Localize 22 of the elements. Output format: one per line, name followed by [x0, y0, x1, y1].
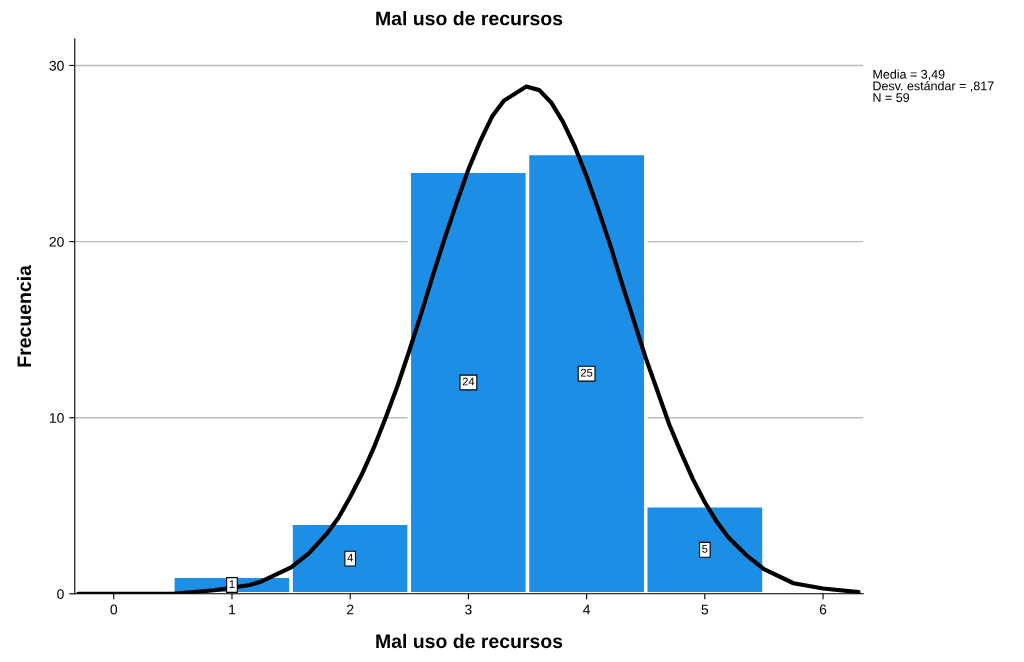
y-tick-label: 10: [49, 413, 64, 423]
x-tick-label: 0: [110, 604, 118, 615]
x-tick-label: 5: [701, 604, 709, 615]
y-axis-title: Frecuencia: [16, 264, 32, 367]
data-label: 24: [462, 377, 475, 386]
y-tick-label: 20: [49, 236, 64, 247]
y-tick-label: 30: [49, 60, 64, 71]
data-label: 4: [347, 553, 353, 562]
chart-title: Mal uso de recursos: [376, 11, 563, 26]
text: Desv. estándar = ,817: [873, 81, 994, 92]
data-label: 5: [702, 545, 708, 553]
text: Media = 3,49: [873, 69, 945, 81]
x-tick-label: 4: [583, 604, 591, 615]
x-tick-label: 3: [465, 604, 472, 615]
data-label: 25: [580, 368, 593, 377]
y-tick-label: 0: [57, 589, 64, 599]
data-label: 1: [229, 580, 235, 588]
x-tick-label: 2: [347, 604, 354, 615]
text: N = 59: [873, 93, 910, 102]
x-tick-label: 1: [229, 604, 236, 615]
x-axis-title: Mal uso de recursos: [376, 633, 563, 649]
x-tick-label: 6: [819, 604, 827, 615]
